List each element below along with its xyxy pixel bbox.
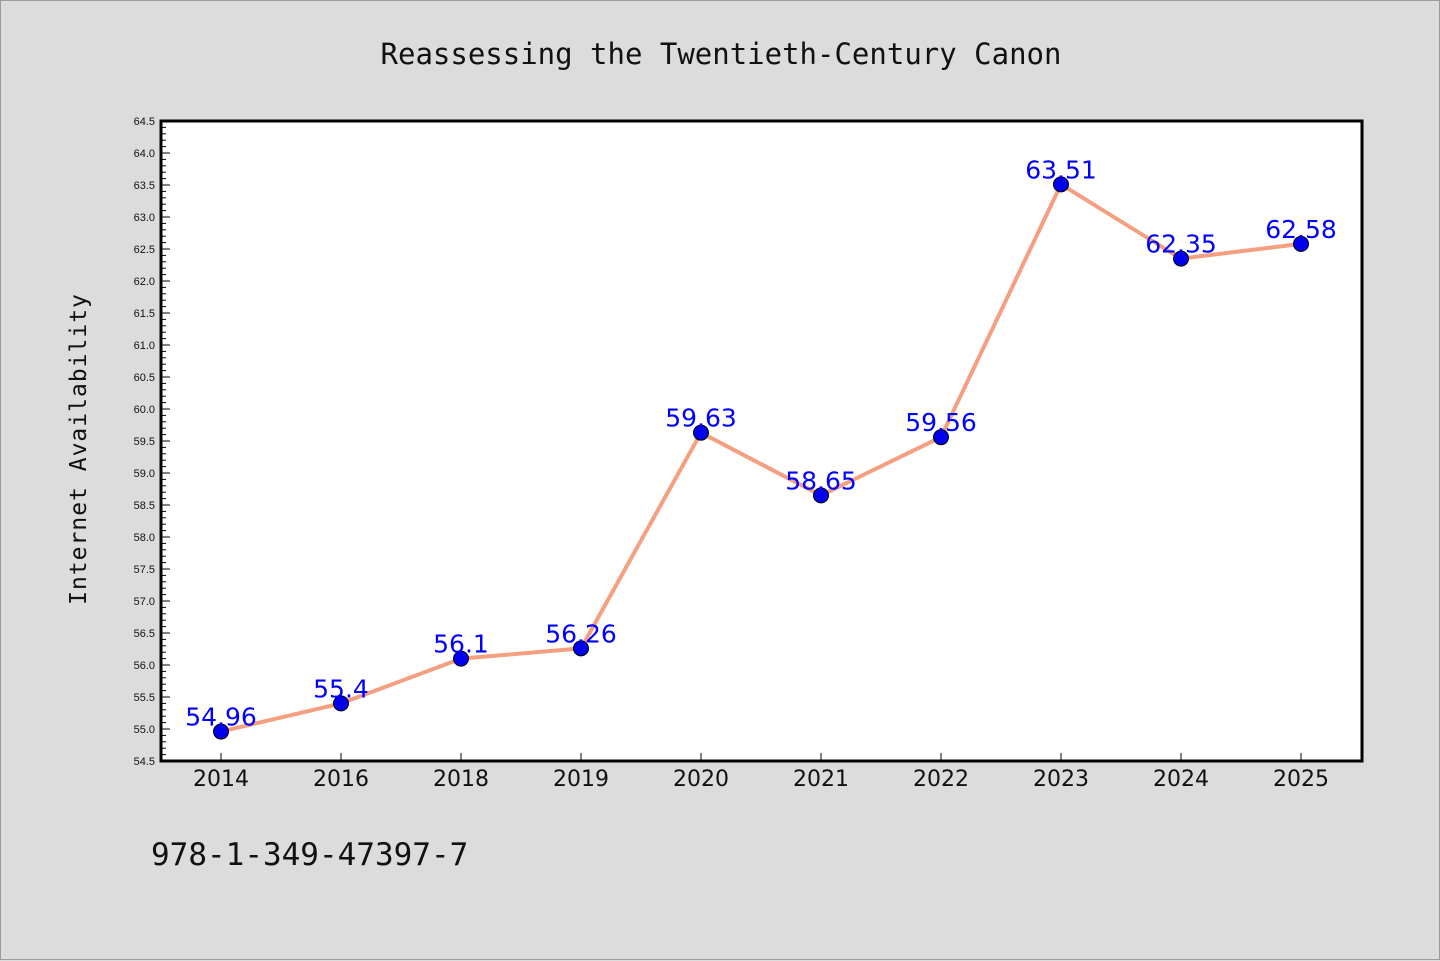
- data-point-2019: [573, 640, 589, 657]
- y-tick-label: 56.5: [134, 628, 155, 640]
- data-point-2025: [1293, 235, 1309, 252]
- y-axis-label: Internet Availability: [66, 293, 92, 605]
- x-tick-label: 2022: [913, 767, 969, 792]
- data-label-2023: 63.51: [1025, 155, 1097, 184]
- y-tick-label: 56.0: [134, 660, 155, 672]
- marker-group: [213, 176, 1309, 740]
- x-tick-label: 2019: [553, 767, 609, 792]
- y-tick-label: 60.0: [134, 404, 155, 416]
- data-label-2014: 54.96: [185, 703, 257, 732]
- data-label-group: 54.96 55.4 56.1 56.26 59.63 58.65 59.56 63.51 62…: [185, 155, 1337, 731]
- x-tick-label: 2020: [673, 767, 729, 792]
- y-tick-label: 64.0: [134, 148, 155, 160]
- data-label-2018: 56.1: [433, 630, 489, 659]
- data-label-2021: 58.65: [785, 466, 857, 495]
- data-point-2020: [693, 424, 709, 441]
- y-axis: 54.5 55.0 55.5 56.0 56.5 57.0 57.5 58.0 58.5 59.0…: [134, 116, 170, 768]
- y-tick-label: 59.0: [134, 468, 155, 480]
- y-tick-label: 61.0: [134, 340, 155, 352]
- data-point-2023: [1053, 176, 1069, 193]
- x-tick-label: 2025: [1273, 767, 1329, 792]
- plot-area: [161, 121, 1362, 761]
- y-tick-label: 57.5: [134, 564, 155, 576]
- x-tick-label: 2021: [793, 767, 849, 792]
- y-tick-label: 58.5: [134, 500, 155, 512]
- series-line-group: [220, 182, 1302, 734]
- data-label-2024: 62.35: [1145, 230, 1217, 259]
- y-tick-label: 62.5: [134, 244, 155, 256]
- data-label-2025: 62.58: [1265, 215, 1337, 244]
- data-point-2016: [333, 695, 349, 712]
- data-label-2019: 56.26: [545, 619, 617, 648]
- data-point-2021: [813, 487, 829, 504]
- x-tick-label: 2016: [313, 767, 369, 792]
- footer-isbn: 978-1-349-47397-7: [151, 837, 468, 873]
- y-tick-label: 57.0: [134, 596, 155, 608]
- series-line: [220, 182, 1302, 734]
- x-tick-label: 2018: [433, 767, 489, 792]
- data-label-2020: 59.63: [665, 404, 737, 433]
- data-label-2022: 59.56: [905, 408, 977, 437]
- y-tick-label: 63.0: [134, 212, 155, 224]
- plot-border: [159, 119, 1364, 763]
- chart-title: Reassessing the Twentieth-Century Canon: [381, 37, 1062, 71]
- x-tick-label: 2023: [1033, 767, 1089, 792]
- data-point-2024: [1173, 250, 1189, 267]
- y-tick-label: 61.5: [134, 308, 155, 320]
- y-tick-label: 54.5: [134, 756, 155, 768]
- data-point-2022: [933, 429, 949, 446]
- y-tick-label: 58.0: [134, 532, 155, 544]
- y-tick-label: 59.5: [134, 436, 155, 448]
- y-tick-label: 64.5: [134, 116, 155, 128]
- data-point-2014: [213, 723, 229, 740]
- x-tick-label: 2014: [193, 767, 249, 792]
- y-tick-label: 62.0: [134, 276, 155, 288]
- x-tick-label: 2024: [1153, 767, 1209, 792]
- y-tick-label: 60.5: [134, 372, 155, 384]
- data-label-2016: 55.4: [313, 674, 369, 703]
- y-tick-label: 55.5: [134, 692, 155, 704]
- y-tick-label: 63.5: [134, 180, 155, 192]
- y-tick-label: 55.0: [134, 724, 155, 736]
- data-point-2018: [453, 650, 469, 667]
- x-axis: 2014 2016 2018 2019 2020 2021 2022 2023 2024 2025: [193, 753, 1329, 792]
